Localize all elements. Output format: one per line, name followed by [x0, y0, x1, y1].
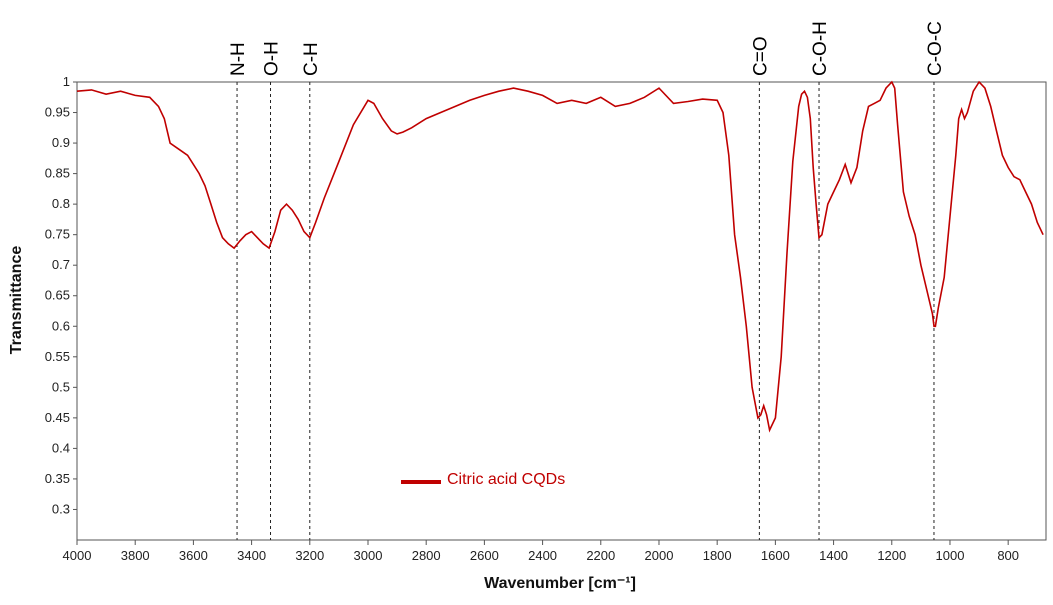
y-tick-label: 0.45: [45, 410, 70, 425]
spectrum-line: [76, 80, 1044, 433]
x-tick-label: 1600: [761, 548, 790, 563]
y-tick-label: 0.5: [52, 379, 70, 394]
y-tick-label: 0.4: [52, 440, 70, 455]
annotation-label: C-H: [301, 42, 322, 76]
x-tick-label: 3800: [121, 548, 150, 563]
x-axis-title: Wavenumber [cm⁻¹]: [484, 575, 636, 592]
y-tick-label: 0.9: [52, 135, 70, 150]
legend: Citric acid CQDs: [401, 471, 565, 488]
x-tick-label: 4000: [63, 548, 92, 563]
y-tick-label: 0.85: [45, 166, 70, 181]
x-axis: 4000 3800 3600 3400 3200 3000 2800 2600 2400 2200…: [63, 540, 1019, 563]
y-tick-label: 0.75: [45, 227, 70, 242]
y-tick-label: 0.95: [45, 105, 70, 120]
y-tick-label: 0.55: [45, 349, 70, 364]
y-tick-label: 0.3: [52, 501, 70, 516]
y-axis: 0.3 0.35 0.4 0.45 0.5 0.55 0.6 0.65 0.7 0.75 0.8 0.…: [45, 74, 77, 516]
legend-label: Citric acid CQDs: [447, 471, 565, 488]
x-tick-label: 3400: [237, 548, 266, 563]
x-tick-label: 2200: [586, 548, 615, 563]
x-tick-label: 1400: [819, 548, 848, 563]
plot-frame: [76, 81, 1047, 541]
x-tick-label: 3600: [179, 548, 208, 563]
annotation-label: C-O-H: [810, 21, 831, 76]
y-tick-label: 0.6: [52, 318, 70, 333]
x-tick-label: 1200: [877, 548, 906, 563]
x-tick-label: 2000: [645, 548, 674, 563]
x-tick-label: 1000: [936, 548, 965, 563]
annotation-labels: N-H O-H C-H C=O C-O-H C-O-C: [228, 21, 946, 76]
x-tick-label: 2800: [412, 548, 441, 563]
annotation-label: N-H: [228, 42, 249, 76]
y-tick-label: 0.65: [45, 288, 70, 303]
y-tick-label: 0.7: [52, 257, 70, 272]
annotation-lines: [236, 82, 935, 540]
annotation-label: C=O: [750, 36, 771, 76]
y-tick-label: 1: [63, 74, 70, 89]
x-tick-label: 1800: [703, 548, 732, 563]
x-tick-label: 3200: [295, 548, 324, 563]
annotation-label: O-H: [262, 41, 283, 76]
x-tick-label: 2600: [470, 548, 499, 563]
x-tick-label: 3000: [354, 548, 383, 563]
x-tick-label: 2400: [528, 548, 557, 563]
y-tick-label: 0.8: [52, 196, 70, 211]
y-axis-title: Transmittance: [8, 246, 25, 355]
annotation-label: C-O-C: [925, 21, 946, 76]
x-tick-label: 800: [997, 548, 1019, 563]
y-tick-label: 0.35: [45, 471, 70, 486]
